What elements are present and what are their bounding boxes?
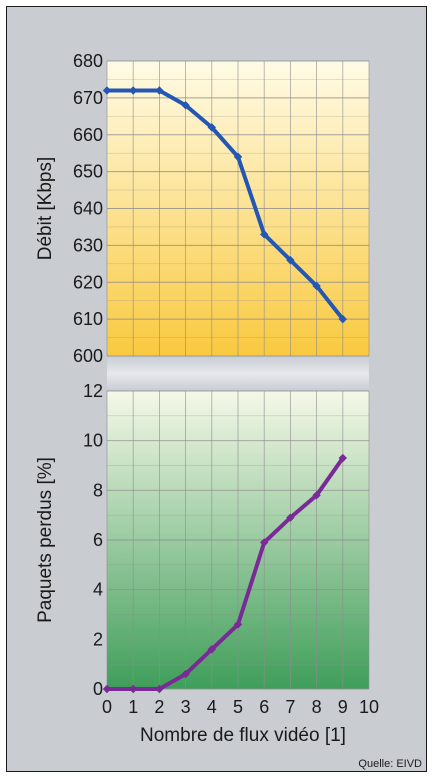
- throughput-data-point: [338, 314, 347, 324]
- packet-loss-data-point: [129, 684, 138, 694]
- packet-loss-ytick-label: 4: [93, 580, 103, 600]
- packet-loss-xtick-label: 5: [233, 697, 243, 717]
- packet-loss-xtick-label: 3: [181, 697, 191, 717]
- throughput-ytick-label: 680: [73, 51, 103, 71]
- packet-loss-data-point: [181, 669, 190, 679]
- packet-loss-ytick-label: 10: [83, 431, 103, 451]
- packet-loss-data-point: [102, 684, 112, 694]
- packet-loss-series-line: [105, 456, 345, 691]
- throughput-ytick-label: 670: [73, 88, 103, 108]
- packet-loss-data-point: [286, 513, 295, 522]
- packet-loss-data-point: [312, 491, 321, 500]
- throughput-data-point: [102, 86, 112, 95]
- packet-loss-data-point: [155, 684, 164, 694]
- packet-loss-ytick-label: 8: [93, 480, 103, 500]
- throughput-series-line: [105, 88, 345, 322]
- throughput-data-point: [260, 230, 269, 239]
- packet-loss-ytick-label: 0: [93, 679, 103, 699]
- packet-loss-xtick-label: 7: [285, 697, 295, 717]
- packet-loss-xtick-label: 8: [312, 697, 322, 717]
- throughput-data-point: [181, 101, 190, 110]
- packet-loss-xtick-label: 2: [154, 697, 164, 717]
- throughput-ytick-label: 600: [73, 346, 103, 366]
- packet-loss-ytick-label: 2: [93, 629, 103, 649]
- packet-loss-ylabel: Paquets perdus [%]: [35, 457, 56, 623]
- throughput-data-point: [155, 86, 164, 95]
- packet-loss-ytick-label: 6: [93, 530, 103, 550]
- packet-loss-data-point: [260, 538, 269, 547]
- throughput-ytick-label: 650: [73, 162, 103, 182]
- throughput-ytick-label: 640: [73, 199, 103, 219]
- throughput-ytick-label: 610: [73, 309, 103, 329]
- packet-loss-xtick-label: 1: [128, 697, 138, 717]
- packet-loss-ytick-label: 12: [83, 381, 103, 401]
- packet-loss-data-point: [207, 645, 216, 654]
- packet-loss-xtick-label: 6: [259, 697, 269, 717]
- packet-loss-data-point: [233, 620, 243, 629]
- packet-loss-xtick-label: 9: [338, 697, 348, 717]
- packet-loss-xtick-label: 10: [359, 697, 379, 717]
- figure-frame: 600 610 620 630 640 650 660 670 680 0 2 4 6 8 10 12 0 1 2 3…: [6, 6, 427, 772]
- throughput-ytick-label: 630: [73, 235, 103, 255]
- throughput-ylabel: Débit [Kbps]: [35, 157, 56, 261]
- packet-loss-xtick-label: 0: [102, 697, 112, 717]
- packet-loss-xtick-label: 4: [207, 697, 217, 717]
- throughput-ytick-label: 620: [73, 272, 103, 292]
- panel-separator-band: [107, 356, 369, 391]
- throughput-data-point: [312, 281, 321, 291]
- packet-loss-xlabel: Nombre de flux vidéo [1]: [140, 725, 346, 746]
- packet-loss-data-point: [338, 453, 347, 463]
- throughput-data-point: [207, 123, 216, 132]
- throughput-ytick-label: 660: [73, 125, 103, 145]
- source-credit: Quelle: EIVD: [358, 758, 422, 770]
- throughput-data-point: [129, 86, 138, 95]
- throughput-data-point: [233, 152, 243, 162]
